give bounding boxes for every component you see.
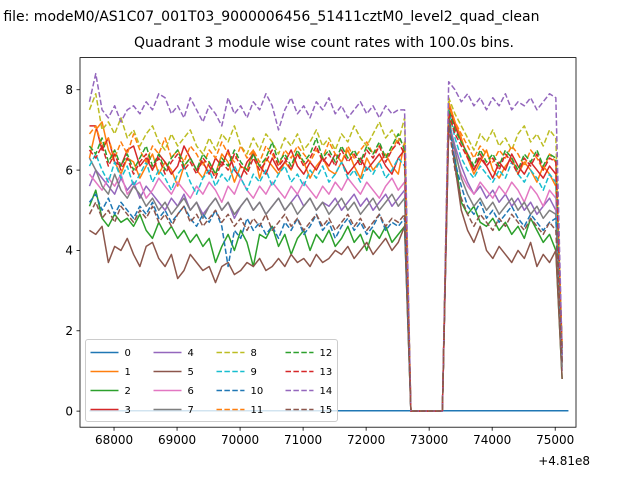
legend-label-9: 9 <box>251 367 257 378</box>
chart-title: Quadrant 3 module wise count rates with … <box>134 35 514 51</box>
legend-label-11: 11 <box>251 405 264 416</box>
series-line-12 <box>88 109 563 412</box>
series-line-4 <box>88 121 563 412</box>
y-tick-label: 4 <box>65 244 73 258</box>
series-line-6 <box>88 129 563 412</box>
y-tick-label: 6 <box>65 163 73 177</box>
x-tick-label: 71000 <box>284 433 322 447</box>
legend-label-10: 10 <box>251 386 264 397</box>
axis-ticks: 68000 69000 70000 71000 72000 73000 74000 75000… <box>65 83 574 447</box>
series-layer <box>88 72 569 412</box>
x-offset-label: +4.81e8 <box>538 454 590 468</box>
x-tick-label: 74000 <box>473 433 511 447</box>
x-tick-label: 72000 <box>347 433 385 447</box>
legend-label-12: 12 <box>320 348 333 359</box>
y-tick-label: 0 <box>65 404 73 418</box>
series-line-13 <box>88 113 563 412</box>
legend-label-15: 15 <box>320 405 333 416</box>
series-line-15 <box>88 125 563 412</box>
legend-label-6: 6 <box>188 386 194 397</box>
legend-label-1: 1 <box>125 367 131 378</box>
figure-suptitle: n file: modeM0/AS1C07_001T03_9000006456_… <box>0 9 540 25</box>
x-tick-label: 75000 <box>536 433 574 447</box>
legend-label-14: 14 <box>320 386 333 397</box>
x-tick-label: 69000 <box>158 433 196 447</box>
series-line-11 <box>88 105 563 412</box>
legend-label-5: 5 <box>188 367 194 378</box>
x-tick-label: 70000 <box>221 433 259 447</box>
legend-label-2: 2 <box>125 386 131 397</box>
series-line-7 <box>88 125 563 412</box>
y-tick-label: 2 <box>65 324 73 338</box>
plot-frame <box>79 57 577 428</box>
series-line-10 <box>88 121 563 412</box>
series-line-8 <box>88 93 563 412</box>
series-line-14 <box>88 72 563 412</box>
legend-label-0: 0 <box>125 348 131 359</box>
series-line-2 <box>88 113 563 412</box>
x-tick-label: 68000 <box>95 433 133 447</box>
legend-box <box>85 339 338 422</box>
y-tick-label: 8 <box>65 83 73 97</box>
series-line-5 <box>89 117 563 412</box>
legend-label-3: 3 <box>125 405 131 416</box>
legend-label-7: 7 <box>188 405 194 416</box>
series-line-9 <box>88 109 563 412</box>
legend-label-8: 8 <box>251 348 257 359</box>
legend-label-13: 13 <box>320 367 333 378</box>
legend-label-4: 4 <box>188 348 194 359</box>
x-tick-label: 73000 <box>410 433 448 447</box>
